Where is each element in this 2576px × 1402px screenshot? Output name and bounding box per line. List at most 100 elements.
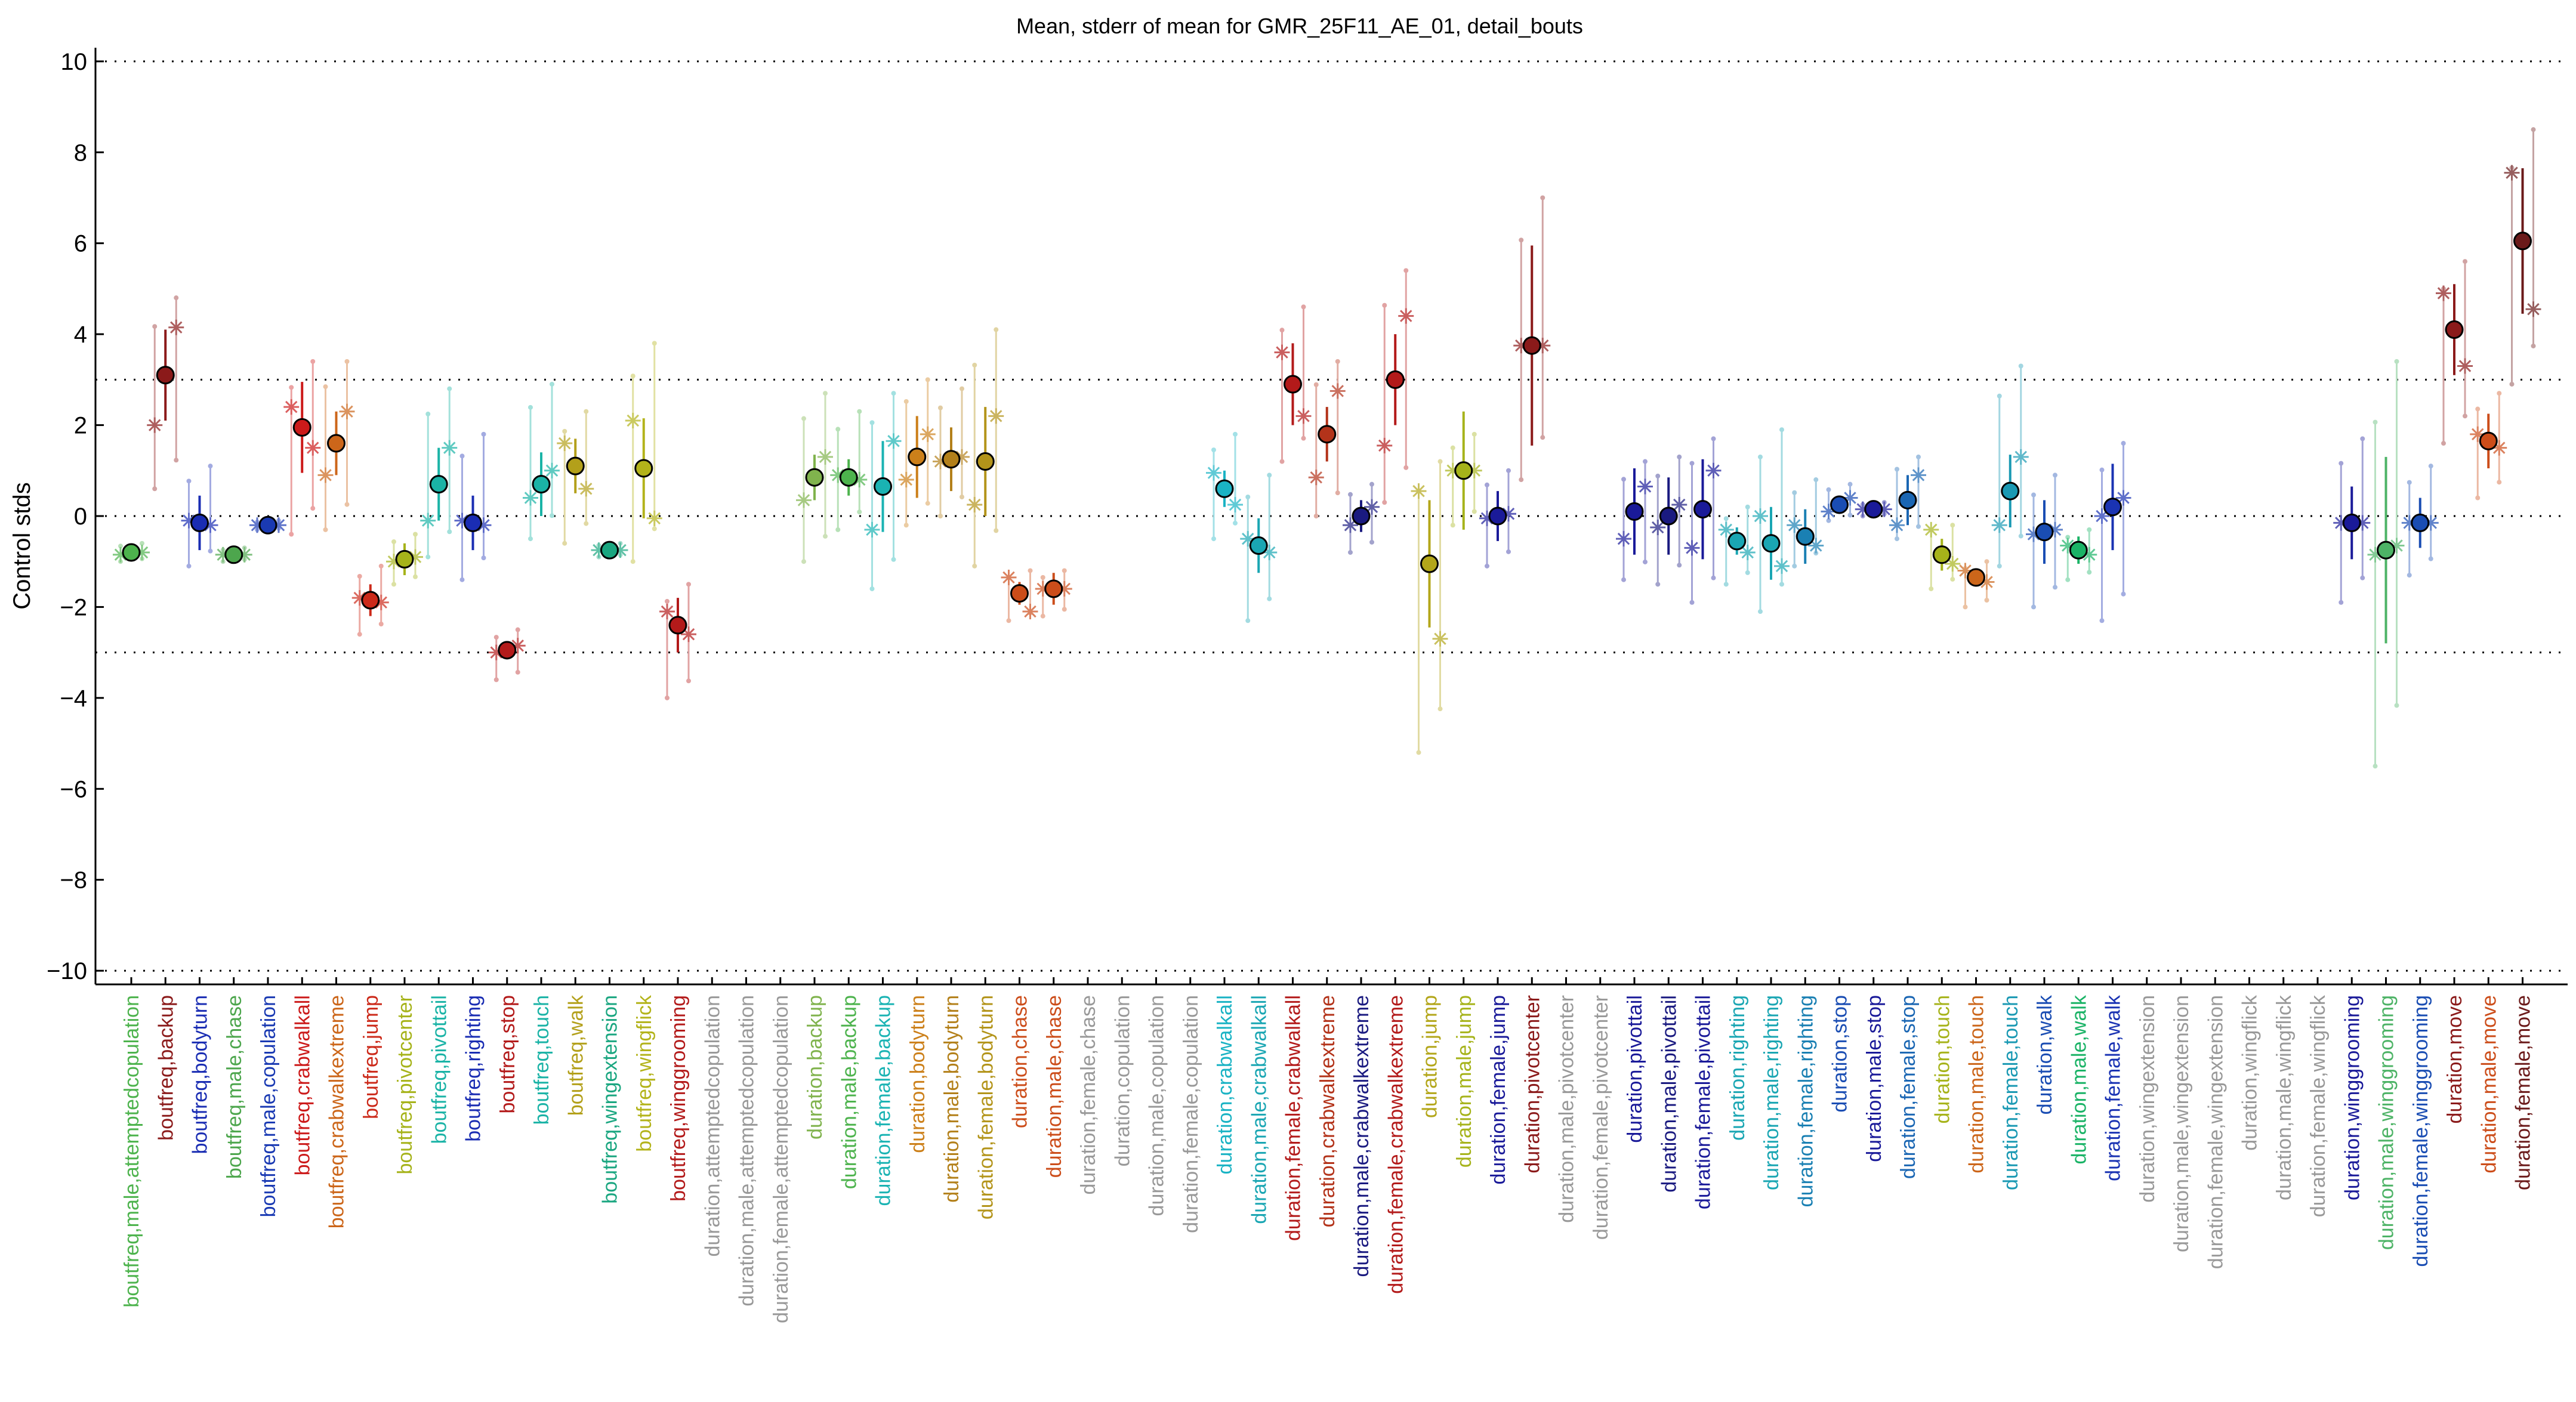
spread-dot: [1348, 549, 1353, 555]
replicate-star: [557, 436, 573, 452]
spread-dot: [994, 528, 999, 533]
star-stroke: [2471, 428, 2484, 441]
spread-dot: [2099, 467, 2105, 473]
spread-dot: [2373, 764, 2378, 769]
category-marks: [1991, 363, 2029, 569]
replicate-star: [2457, 358, 2473, 374]
x-tick-label: duration,pivotcenter: [1521, 995, 1544, 1174]
category-marks: [2333, 436, 2371, 605]
mean-point: [464, 513, 482, 532]
star-stroke: [1639, 480, 1652, 493]
spread-dot: [1403, 268, 1409, 273]
replicate-star: [1991, 517, 2007, 533]
category-marks: [113, 541, 150, 564]
spread-dot: [1723, 582, 1729, 587]
category-marks: [2436, 259, 2473, 446]
star-stroke: [968, 498, 981, 511]
replicate-star: [1206, 465, 1221, 481]
spread-dot: [1519, 237, 1524, 243]
star-stroke: [989, 410, 1002, 422]
mean-point: [2479, 431, 2498, 450]
spread-dot: [357, 632, 362, 637]
spread-dot: [665, 695, 670, 700]
spread-dot: [869, 586, 875, 591]
spread-dot: [323, 384, 328, 390]
spread-dot: [1745, 570, 1750, 575]
x-tick-label: duration,righting: [1726, 995, 1749, 1141]
spread-dot: [1267, 596, 1272, 601]
replicate-star: [1411, 483, 1427, 499]
star-stroke: [1924, 523, 1938, 536]
spread-dot: [665, 598, 670, 604]
category-marks: [1923, 521, 1961, 591]
spread-dot: [562, 541, 567, 546]
category-marks: [2060, 527, 2097, 582]
x-tick-label: boutfreq,pivottail: [428, 995, 451, 1144]
category-marks: [1206, 431, 1243, 542]
x-tick-label: boutfreq,walk: [564, 995, 587, 1116]
spread-dot: [550, 381, 554, 387]
spread-dot: [344, 359, 350, 364]
replicate-star: [1718, 521, 1734, 538]
star-stroke: [1617, 532, 1630, 545]
replicate-star: [317, 467, 334, 483]
spread-dot: [550, 513, 554, 518]
category-marks: [2504, 127, 2541, 387]
mean-point: [429, 475, 448, 494]
spread-dot: [2339, 600, 2344, 605]
spread-dot: [1621, 477, 1626, 482]
spread-dot: [835, 527, 841, 532]
x-tick-label: boutfreq,touch: [530, 995, 553, 1125]
spread-dot: [2497, 480, 2502, 485]
replicate-star: [1684, 540, 1700, 556]
star-stroke: [797, 494, 810, 507]
x-tick-label: duration,female,wingextension: [2204, 995, 2227, 1269]
y-tick-label: −4: [60, 685, 87, 712]
spread-dot: [1792, 490, 1797, 495]
replicate-star: [523, 490, 538, 506]
spread-dot: [1382, 302, 1387, 308]
spread-dot: [823, 391, 828, 396]
x-tick-label: duration,female,jump: [1487, 995, 1510, 1185]
x-tick-label: duration,male,stop: [1863, 995, 1886, 1162]
x-tick-label: duration,male,attemptedcopulation: [736, 995, 758, 1307]
replicate-star: [1650, 520, 1666, 536]
spread-dot: [1506, 468, 1511, 473]
star-stroke: [1207, 467, 1220, 479]
spread-dot: [1984, 559, 1989, 564]
spread-dot: [1233, 431, 1238, 437]
x-tick-label: boutfreq,wingflick: [633, 995, 656, 1152]
spread-dot: [1471, 431, 1477, 437]
category-marks: [830, 409, 868, 532]
category-marks: [386, 532, 423, 587]
star-stroke: [887, 434, 900, 447]
spread-dot: [515, 669, 520, 675]
spread-dot: [1711, 575, 1716, 580]
spread-dot: [1997, 393, 2002, 399]
mean-point: [634, 459, 653, 478]
star-stroke: [169, 321, 183, 333]
star-stroke: [1002, 571, 1015, 584]
x-tick-label: duration,male,crabwalkextreme: [1350, 995, 1373, 1277]
star-stroke: [1024, 605, 1036, 618]
spread-dot: [801, 559, 806, 564]
spread-dot: [1677, 454, 1682, 459]
mean-point: [2342, 513, 2361, 532]
star-stroke: [1890, 518, 1904, 532]
spread-dot: [447, 529, 452, 535]
y-axis-ticks: 10 8 6 4 2 0 −2 −4 −6 −8 −10: [47, 49, 104, 984]
spread-dot: [1348, 492, 1353, 497]
spread-dot: [528, 536, 533, 542]
spread-dot: [960, 386, 964, 391]
category-marks: [2367, 359, 2405, 769]
category-marks: [181, 464, 218, 569]
spread-dot: [1437, 706, 1443, 712]
spread-dot: [1758, 609, 1763, 614]
spread-dot: [1540, 195, 1545, 200]
category-marks: [1957, 559, 1995, 610]
x-tick-label: duration,female,stop: [1897, 995, 1920, 1179]
spread-dot: [208, 548, 213, 554]
category-marks: [1411, 459, 1448, 755]
star-stroke: [866, 523, 878, 536]
spread-dot: [2373, 419, 2378, 425]
